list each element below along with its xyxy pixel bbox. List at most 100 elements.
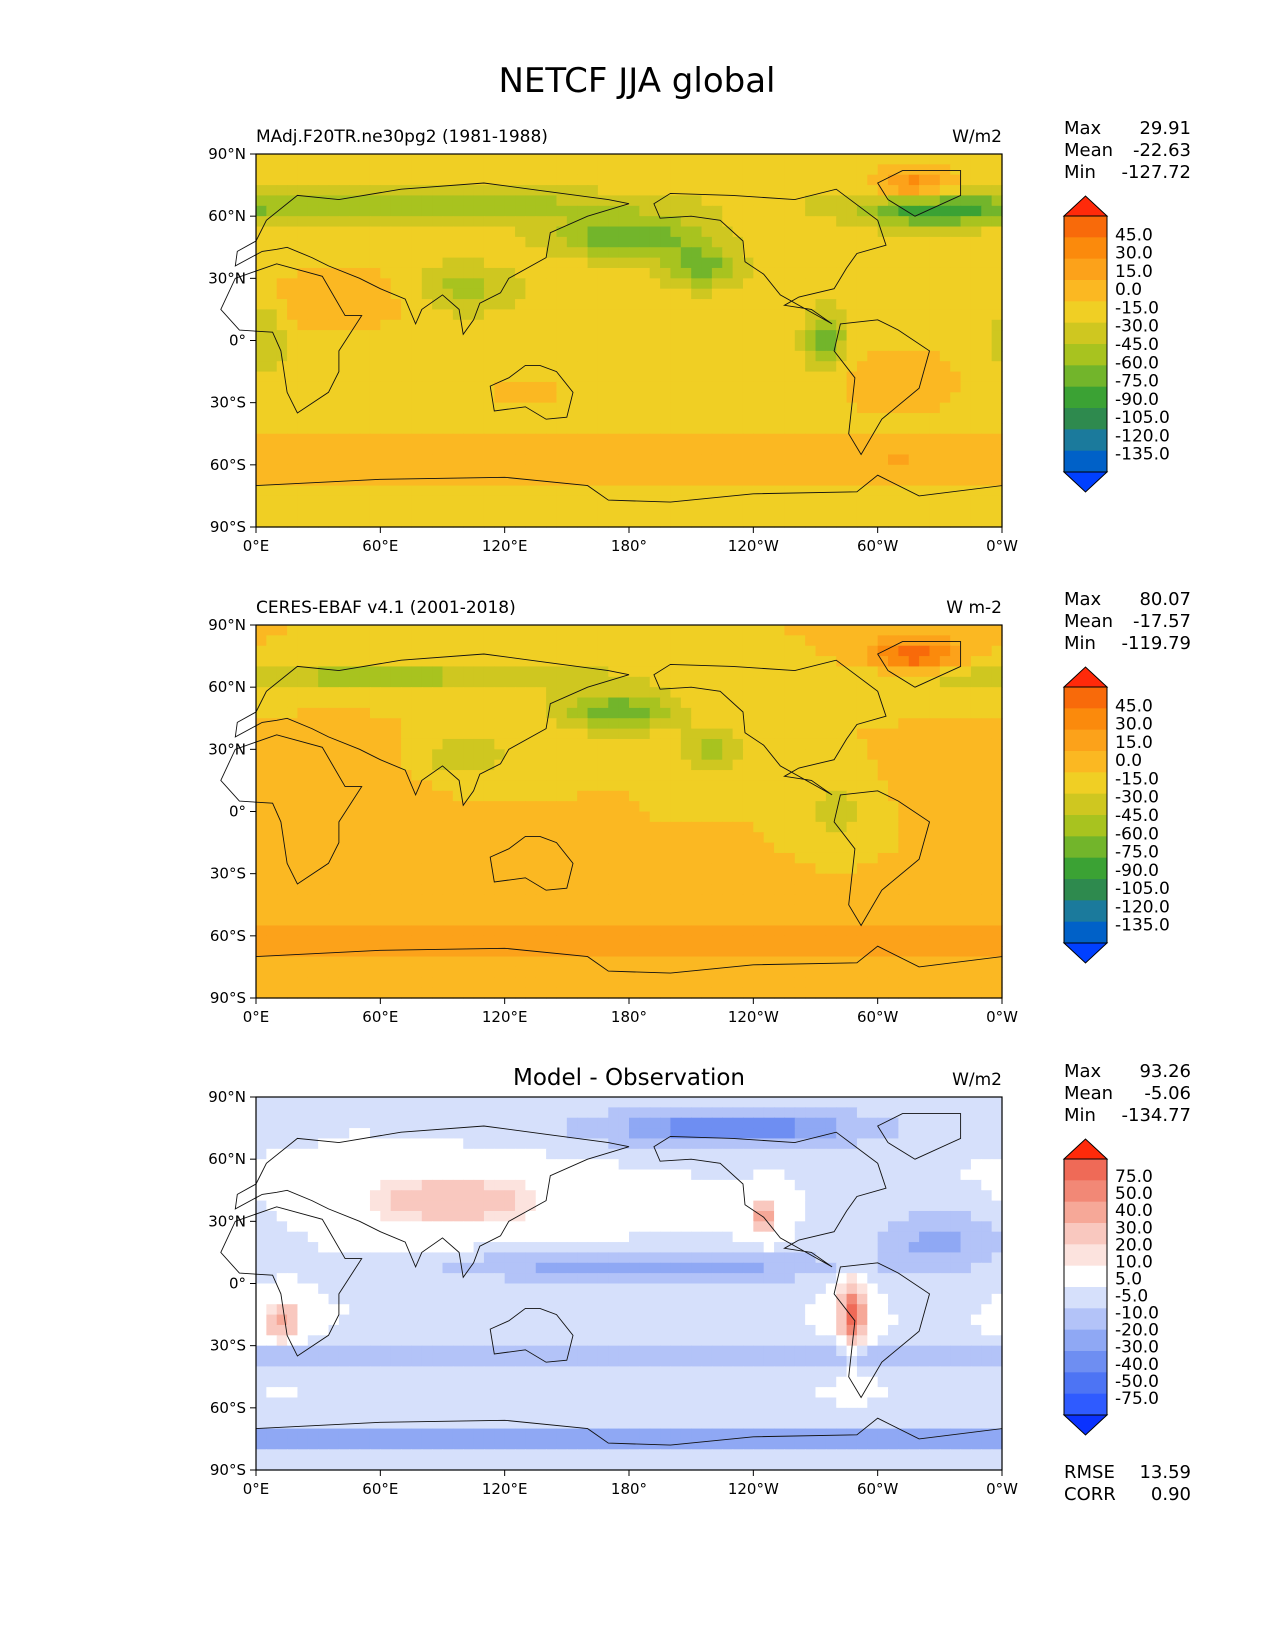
field-cell [525, 267, 537, 279]
field-cell [680, 904, 692, 916]
field-cell [877, 309, 889, 321]
field-cell [535, 423, 547, 435]
field-cell [452, 894, 464, 906]
field-cell [981, 247, 993, 259]
field-cell [401, 154, 413, 165]
panels: 90°N60°N30°N0°30°S60°S90°S0°E 60°E 120°E 18… [208, 118, 1191, 1505]
field-cell [960, 392, 972, 404]
field-cell [774, 350, 786, 362]
field-cell [836, 236, 848, 248]
field-cell [825, 935, 837, 947]
field-cell [608, 340, 620, 352]
field-cell [867, 402, 879, 414]
field-cell [649, 707, 661, 719]
model-colorbar: 45.030.015.00.0-15.0-30.0-45.0-60.0-75.0… [1062, 195, 1170, 493]
field-cell [794, 267, 806, 279]
field-cell [763, 801, 775, 813]
field-cell [649, 350, 661, 362]
field-cell [515, 288, 526, 300]
field-cell [846, 894, 858, 906]
field-cell [463, 780, 475, 792]
field-cell [825, 863, 837, 875]
field-cell [815, 925, 827, 937]
field-cell [815, 444, 827, 456]
field-cell [297, 392, 309, 404]
field-cell [660, 226, 672, 238]
field-cell [660, 288, 672, 300]
field-cell [338, 330, 350, 342]
field-cell [618, 728, 630, 740]
field-cell [763, 475, 775, 487]
field-cell [256, 185, 267, 197]
field-cell [494, 361, 506, 373]
field-cell [566, 915, 578, 927]
field-cell [494, 770, 506, 782]
field-cell [276, 770, 288, 782]
field-cell [960, 832, 972, 844]
field-cell [483, 635, 495, 647]
field-cell [618, 852, 630, 864]
field-cell [732, 925, 744, 937]
field-cell [546, 267, 558, 279]
field-cell [535, 174, 547, 186]
field-cell [981, 485, 993, 497]
field-cell [680, 506, 692, 518]
field-cell [256, 863, 267, 875]
field-cell [970, 423, 982, 435]
field-cell [649, 852, 661, 864]
field-cell [494, 278, 506, 290]
field-cell [359, 516, 371, 528]
field-cell [452, 635, 464, 647]
field-cell [836, 185, 848, 197]
field-cell [328, 790, 340, 802]
field-cell [421, 299, 433, 311]
field-cell [587, 666, 599, 678]
field-cell [276, 728, 288, 740]
lon-tick-label: 60°E [362, 537, 398, 555]
field-cell [711, 666, 723, 678]
field-cell [670, 205, 682, 217]
field-cell [421, 666, 433, 678]
field-cell [825, 154, 837, 165]
field-cell [836, 288, 848, 300]
field-cell [515, 759, 526, 771]
field-cell [836, 811, 848, 823]
field-cell [629, 413, 640, 424]
field-cell [908, 676, 920, 688]
field-cell [649, 454, 661, 466]
field-cell [546, 718, 558, 730]
field-cell [701, 884, 713, 895]
field-cell [846, 516, 858, 528]
field-cell [287, 873, 299, 885]
field-cell [888, 402, 899, 414]
field-cell [898, 485, 910, 497]
field-cell [369, 904, 381, 916]
field-cell [566, 832, 578, 844]
field-cell [307, 236, 319, 248]
field-cell [867, 894, 879, 906]
field-cell [411, 433, 423, 445]
field-cell [287, 925, 299, 937]
field-cell [919, 801, 931, 813]
field-cell [494, 309, 506, 321]
field-cell [970, 946, 982, 958]
field-cell [318, 174, 330, 186]
field-cell [867, 174, 879, 186]
field-cell [908, 278, 920, 290]
field-cell [432, 749, 444, 761]
field-cell [825, 402, 837, 414]
field-cell [732, 790, 744, 802]
field-cell [504, 676, 516, 688]
field-cell [929, 790, 941, 802]
field-cell [535, 687, 547, 699]
field-cell [867, 185, 879, 197]
field-cell [877, 718, 889, 730]
field-cell [680, 475, 692, 487]
field-cell [535, 718, 547, 730]
field-cell [266, 309, 278, 321]
field-cell [991, 946, 1003, 958]
field-cell [742, 216, 754, 228]
field-cell [390, 925, 402, 937]
field-cell [929, 164, 941, 176]
field-cell [463, 832, 475, 844]
